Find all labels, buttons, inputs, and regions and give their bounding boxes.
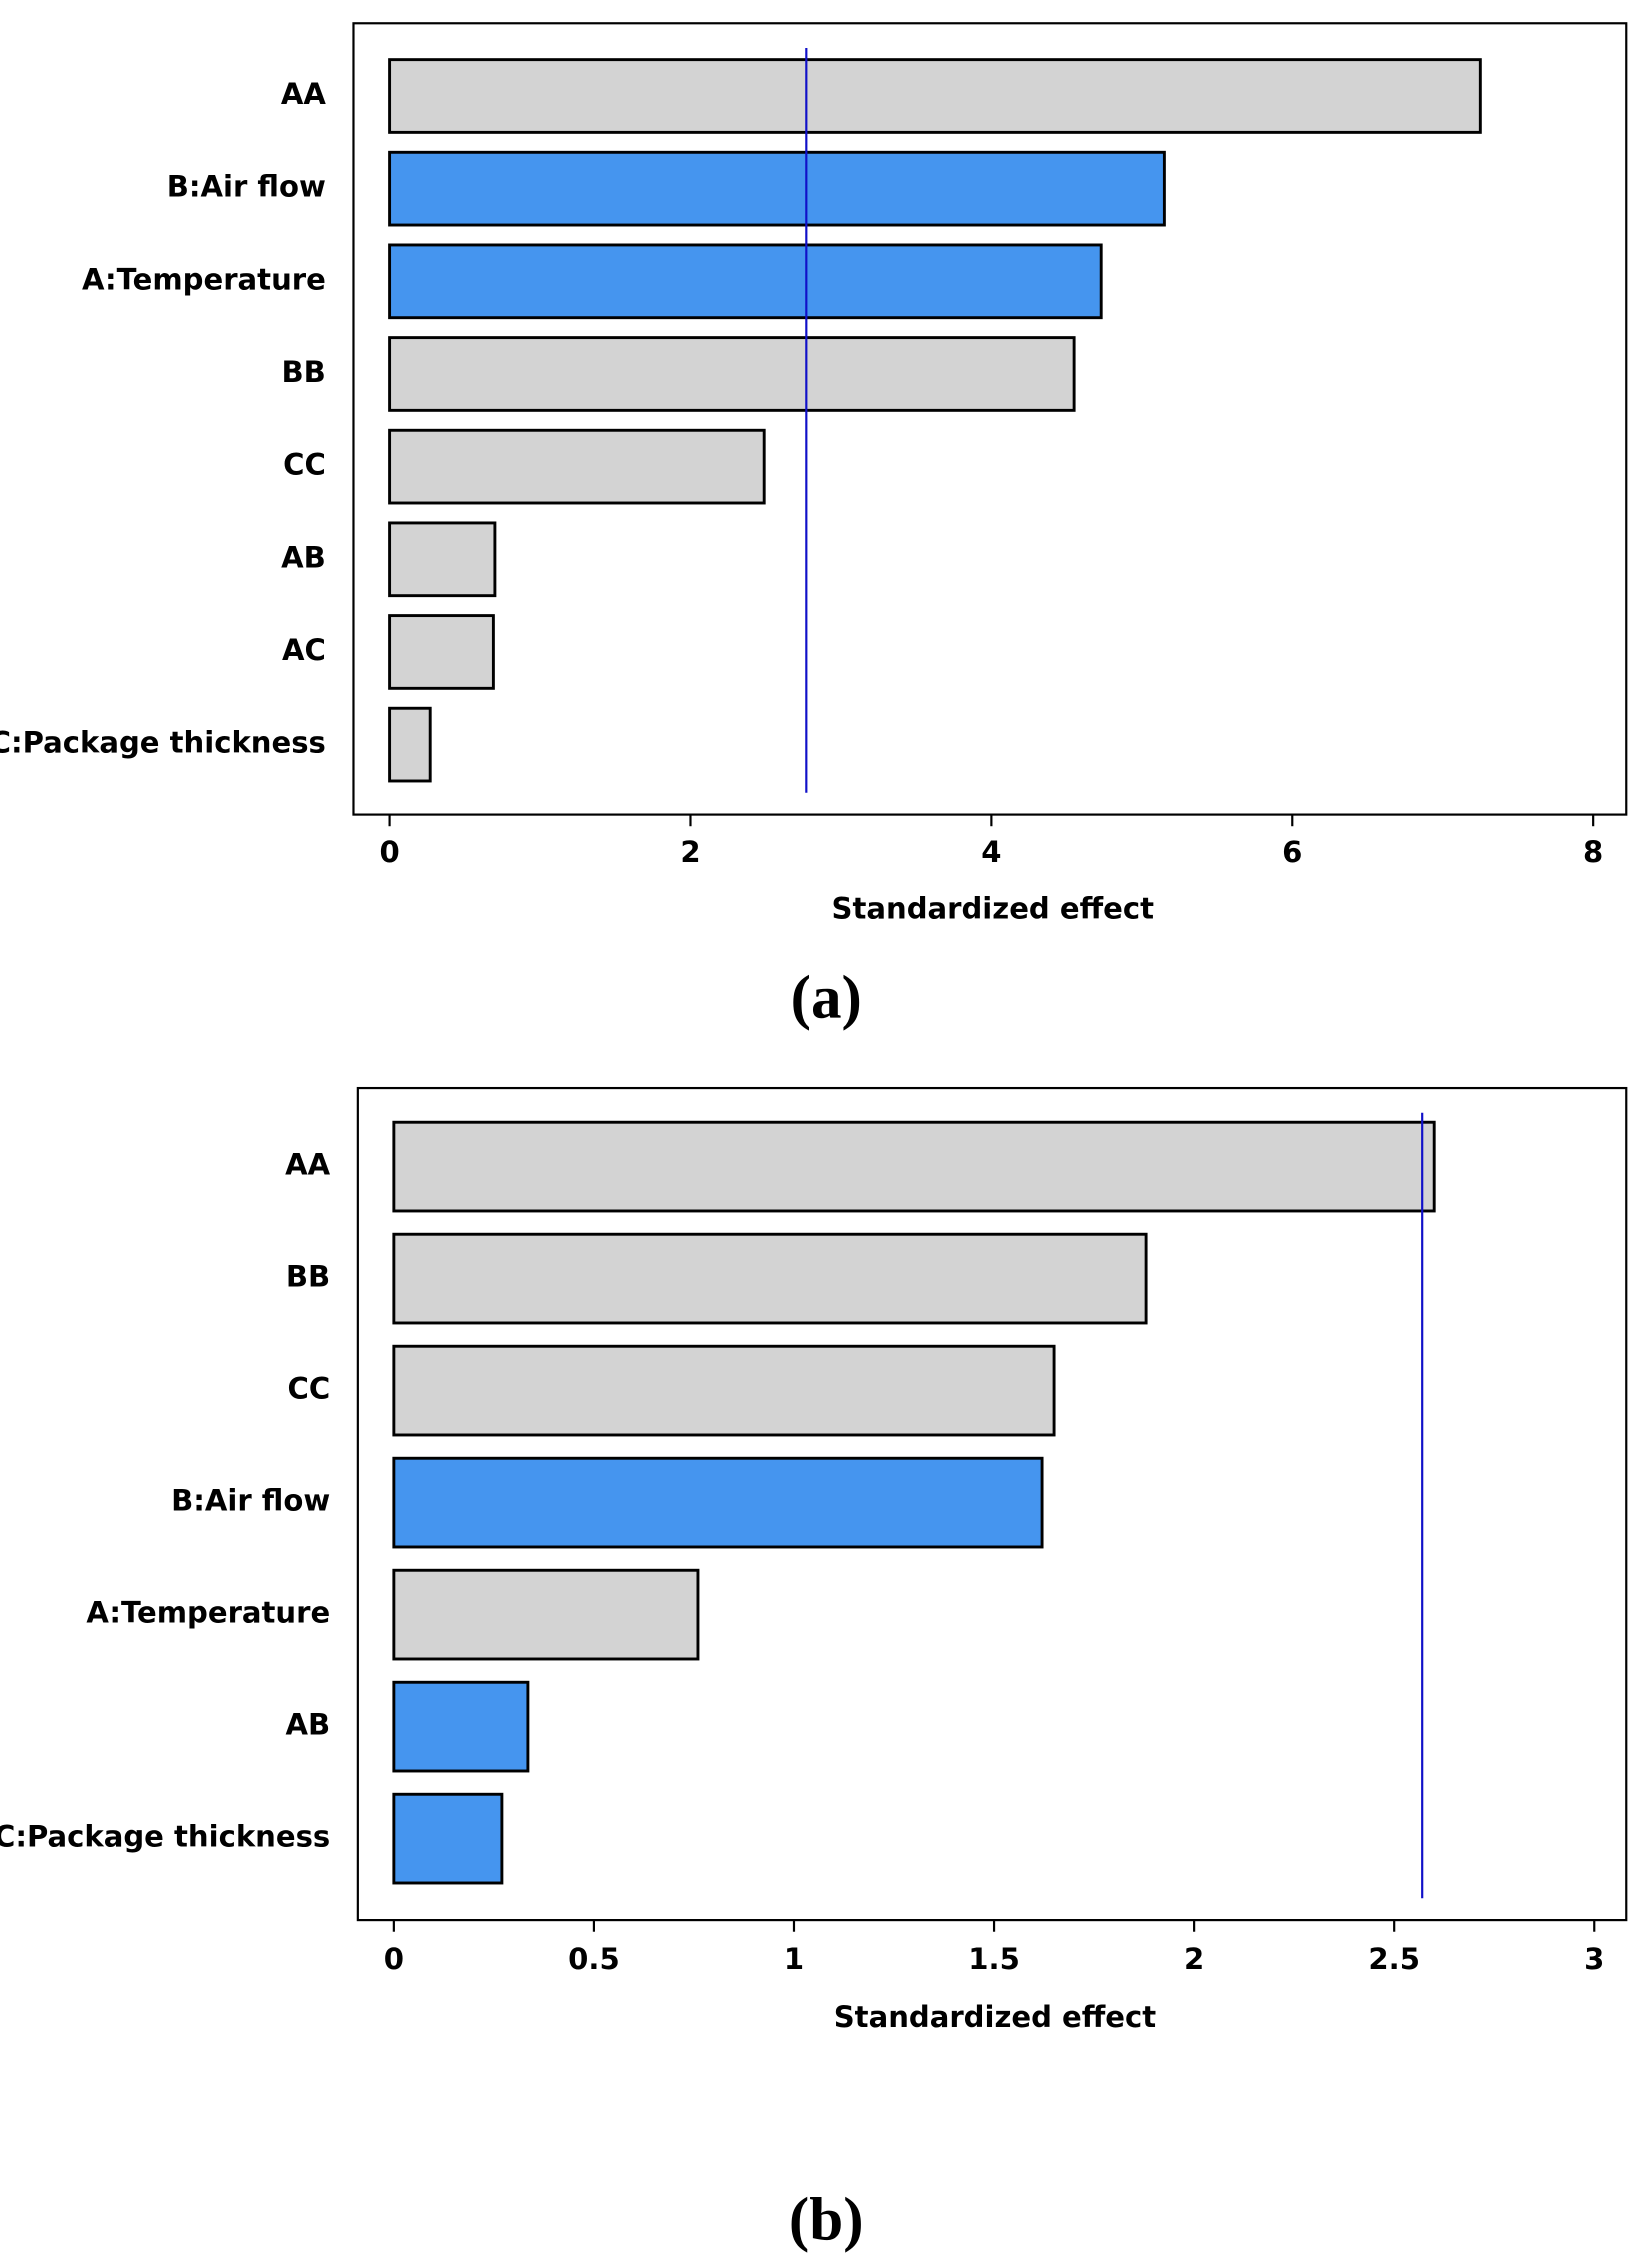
- bar: [392, 1792, 504, 1885]
- category-label: CC: [288, 1372, 331, 1406]
- bar: [392, 1344, 1056, 1437]
- panel-label: (b): [789, 2187, 864, 2254]
- bar: [388, 614, 495, 690]
- bar: [388, 521, 497, 598]
- x-tick-label: 4: [981, 835, 1001, 869]
- plot-frame: [352, 22, 1628, 816]
- x-tick-label: 3: [1584, 1942, 1604, 1976]
- bar: [392, 1680, 530, 1773]
- bar: [392, 1232, 1148, 1325]
- x-tick-label: 8: [1583, 835, 1603, 869]
- category-label: BB: [282, 355, 326, 389]
- category-label: B:Air flow: [171, 1484, 330, 1518]
- bar: [388, 428, 766, 505]
- category-label: AB: [281, 540, 326, 574]
- category-label: AC: [282, 633, 326, 667]
- bar: [388, 58, 1482, 134]
- x-tick-label: 6: [1282, 835, 1302, 869]
- category-label: A:Temperature: [82, 262, 326, 296]
- bar: [388, 243, 1103, 320]
- category-label: C:Package thickness: [0, 1820, 330, 1854]
- x-tick-label: 1: [784, 1942, 804, 1976]
- panel-label: (a): [791, 965, 862, 1032]
- category-label: CC: [283, 448, 326, 482]
- x-tick-label: 0: [384, 1942, 404, 1976]
- category-label: AA: [281, 77, 327, 111]
- plot-frame: [356, 1086, 1628, 1922]
- bar: [388, 336, 1076, 412]
- bar: [392, 1456, 1044, 1549]
- x-tick-label: 0.5: [568, 1942, 620, 1976]
- category-label: A:Temperature: [86, 1596, 330, 1630]
- x-tick-label: 0: [379, 835, 399, 869]
- x-tick-label: 2: [1184, 1942, 1204, 1976]
- x-axis-label: Standardized effect: [834, 2000, 1157, 2034]
- x-tick-label: 1.5: [968, 1942, 1020, 1976]
- bar: [388, 150, 1166, 227]
- category-label: AA: [285, 1148, 331, 1182]
- x-tick-label: 2.5: [1368, 1942, 1420, 1976]
- bar: [392, 1568, 700, 1661]
- bar: [392, 1120, 1436, 1213]
- x-tick-label: 2: [680, 835, 700, 869]
- category-label: AB: [286, 1708, 331, 1742]
- bar: [388, 706, 432, 783]
- category-label: C:Package thickness: [0, 726, 326, 760]
- category-label: BB: [286, 1260, 330, 1294]
- x-axis-label: Standardized effect: [832, 892, 1155, 926]
- category-label: B:Air flow: [167, 170, 326, 204]
